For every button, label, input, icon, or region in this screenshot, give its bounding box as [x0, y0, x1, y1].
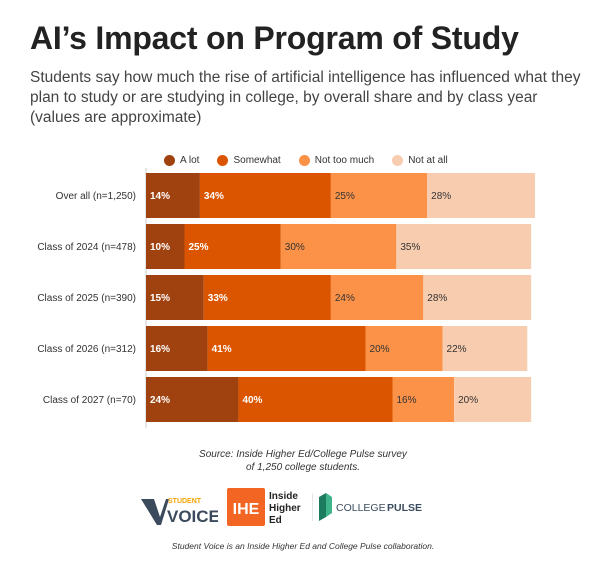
- legend-label: Not at all: [408, 154, 448, 166]
- data-label: 10%: [150, 242, 170, 253]
- legend-swatch: [392, 154, 404, 166]
- data-label: 22%: [447, 344, 467, 355]
- bar-segment: [238, 377, 393, 422]
- bar-segment: [365, 326, 443, 371]
- bar-segment: [392, 377, 455, 422]
- data-label: 16%: [397, 395, 417, 406]
- data-label: 20%: [458, 395, 478, 406]
- bar-segment: [146, 326, 208, 371]
- student-voice-bottom-text: VOICE: [167, 507, 218, 526]
- data-label: 16%: [150, 344, 170, 355]
- bar-segment: [146, 275, 204, 320]
- category-label: Over all (n=1,250): [56, 191, 136, 202]
- bar-segment: [280, 224, 397, 269]
- logo-strip: STUDENT VOICE IHE Inside Higher Ed COLLE…: [140, 487, 440, 527]
- legend-label: A lot: [180, 154, 200, 166]
- college-pulse-word-2: PULSE: [387, 502, 422, 514]
- source-line-1: Source: Inside Higher Ed/College Pulse s…: [199, 449, 407, 460]
- college-pulse-logo: COLLEGE PULSE: [312, 493, 422, 521]
- legend-item: Somewhat: [217, 154, 281, 166]
- data-label: 20%: [370, 344, 390, 355]
- ihe-line-3: Ed: [269, 515, 282, 526]
- ihe-line-1: Inside: [269, 491, 298, 502]
- bar-segment: [199, 173, 331, 218]
- data-label: 35%: [400, 242, 420, 253]
- bar-segment: [423, 275, 532, 320]
- data-label: 34%: [204, 191, 224, 202]
- student-voice-top-text: STUDENT: [168, 498, 202, 505]
- data-label: 28%: [431, 191, 451, 202]
- chart-title: AI’s Impact on Program of Study: [30, 20, 519, 56]
- data-label: 25%: [189, 242, 209, 253]
- legend-label: Somewhat: [233, 154, 281, 166]
- bar-segment: [396, 224, 532, 269]
- college-pulse-word-1: COLLEGE: [336, 502, 386, 514]
- legend-swatch: [164, 154, 175, 166]
- bar-segment: [207, 326, 366, 371]
- data-label: 24%: [335, 293, 355, 304]
- bar-segment: [442, 326, 528, 371]
- chart-subtitle: Students say how much the rise of artifi…: [30, 69, 581, 126]
- data-label: 15%: [150, 293, 170, 304]
- legend-swatch: [298, 154, 310, 166]
- bar-segment: [146, 224, 185, 269]
- bar-segment: [330, 275, 424, 320]
- student-voice-logo: STUDENT VOICE: [141, 498, 218, 526]
- category-label: Class of 2024 (n=478): [37, 242, 136, 253]
- bar-segment: [427, 173, 535, 218]
- data-label: 25%: [335, 191, 355, 202]
- legend-item: Not at all: [392, 154, 448, 166]
- student-voice-v-icon: [141, 499, 169, 525]
- bar-segment: [454, 377, 532, 422]
- bar-segment: [330, 173, 428, 218]
- bar-segment: [184, 224, 281, 269]
- data-label: 40%: [242, 395, 262, 406]
- college-pulse-mark-icon: [319, 493, 326, 521]
- data-label: 41%: [212, 344, 232, 355]
- collaboration-note: Student Voice is an Inside Higher Ed and…: [171, 541, 435, 551]
- data-label: 30%: [285, 242, 305, 253]
- stacked-bar-chart: Over all (n=1,250) 14% 34% 25% 28% Class of 2…: [37, 168, 535, 428]
- legend-item: A lot: [164, 154, 200, 166]
- data-label: 14%: [150, 191, 170, 202]
- bar-segment: [203, 275, 331, 320]
- data-label: 33%: [208, 293, 228, 304]
- source-line-2: of 1,250 college students.: [246, 462, 360, 473]
- chart-legend: A lot Somewhat Not too much Not at all: [164, 152, 466, 168]
- legend-item: Not too much: [298, 154, 375, 166]
- legend-swatch: [217, 154, 229, 166]
- ihe-mark-text: IHE: [233, 501, 260, 518]
- category-label: Class of 2026 (n=312): [37, 344, 136, 355]
- bar-segment: [146, 377, 239, 422]
- data-label: 24%: [150, 395, 170, 406]
- category-label: Class of 2025 (n=390): [37, 293, 136, 304]
- category-label: Class of 2027 (n=70): [43, 395, 136, 406]
- legend-label: Not too much: [314, 154, 375, 166]
- data-label: 28%: [427, 293, 447, 304]
- ihe-line-2: Higher: [269, 503, 301, 514]
- source-note: Source: Inside Higher Ed/College Pulse s…: [0, 448, 606, 474]
- ihe-mark-icon: [227, 488, 265, 526]
- bar-segment: [146, 173, 200, 218]
- inside-higher-ed-logo: IHE Inside Higher Ed: [227, 488, 301, 526]
